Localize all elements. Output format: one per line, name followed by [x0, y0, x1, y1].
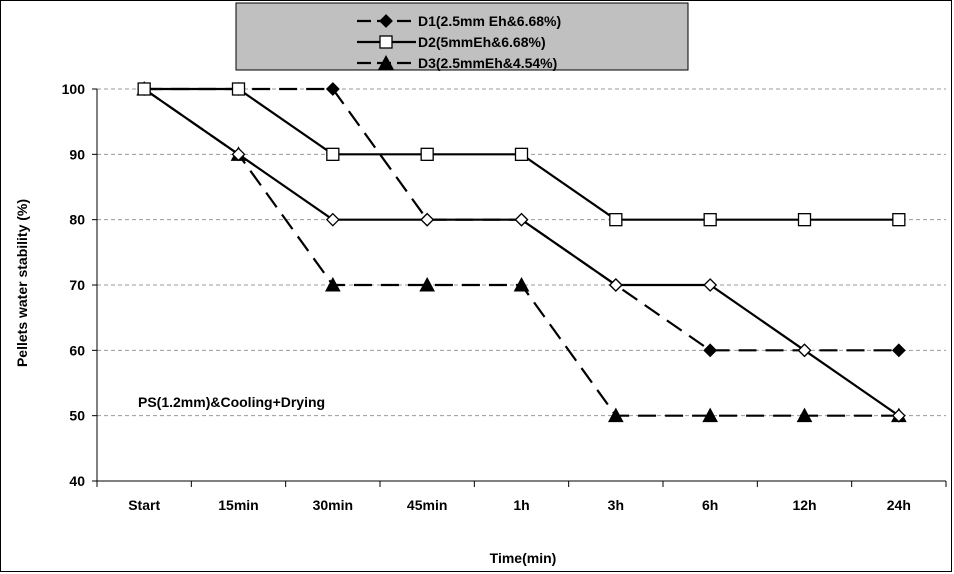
legend-marker: [379, 14, 393, 28]
legend-marker: [378, 54, 394, 70]
legend-box: [235, 2, 689, 71]
data-point: [797, 343, 812, 358]
data-point: [702, 407, 719, 423]
data-point: [231, 147, 246, 162]
series-line: [143, 88, 899, 417]
data-point: [609, 213, 623, 227]
x-tick-label: 30min: [313, 497, 353, 513]
y-tick-label: 50: [69, 408, 85, 424]
series-lines: [143, 87, 900, 417]
legend: D1(2.5mm Eh&6.68%) D2(5mmEh&6.68%) D3(2.5m…: [235, 2, 689, 71]
x-tick-label: 3h: [608, 497, 624, 513]
gridlines: [97, 88, 946, 417]
data-point: [325, 212, 340, 227]
data-point: [891, 343, 906, 358]
y-tick-label: 60: [69, 342, 85, 358]
legend-label: D2(5mmEh&6.68%): [418, 34, 546, 50]
series-markers: [136, 80, 907, 423]
x-tick-label: Start: [128, 497, 160, 513]
data-point: [796, 407, 813, 423]
x-tick-label: 12h: [792, 497, 816, 513]
data-point: [514, 147, 529, 161]
axes: [92, 88, 947, 487]
data-point: [420, 212, 435, 227]
y-tick-label: 100: [62, 81, 86, 97]
legend-marker: [379, 35, 393, 49]
data-point: [703, 343, 718, 358]
legend-label: D1(2.5mm Eh&6.68%): [418, 13, 561, 29]
data-point: [608, 278, 623, 292]
y-tick-label: 90: [69, 146, 85, 162]
y-tick-label: 40: [69, 473, 85, 489]
data-point: [231, 82, 246, 96]
y-axis-label: Pellets water stability (%): [14, 199, 30, 367]
data-point: [607, 407, 624, 423]
x-axis-label: Time(min): [490, 550, 557, 566]
data-point: [892, 213, 906, 227]
series-line: [143, 88, 900, 417]
x-tick-label: 45min: [407, 497, 447, 513]
data-point: [703, 213, 717, 227]
data-point: [420, 147, 434, 161]
data-point: [324, 276, 341, 292]
x-tick-label: 15min: [218, 497, 258, 513]
y-tick-labels: 40 50 60 70 80 90 100: [62, 81, 86, 489]
data-point: [419, 276, 436, 292]
y-tick-label: 80: [69, 212, 85, 228]
data-point: [703, 278, 718, 292]
x-tick-label: 6h: [702, 497, 718, 513]
y-tick-label: 70: [69, 277, 85, 293]
data-point: [514, 212, 529, 227]
legend-label: D3(2.5mmEh&4.54%): [418, 55, 557, 71]
x-tick-label: 1h: [513, 497, 529, 513]
x-tick-labels: Start 15min 30min 45min 1h 3h 6h 12h 24h: [128, 497, 911, 513]
data-point: [137, 82, 151, 96]
data-point: [891, 408, 906, 423]
chart-annotation: PS(1.2mm)&Cooling+Drying: [138, 394, 325, 410]
data-point: [325, 82, 340, 96]
data-point: [797, 213, 812, 227]
data-point: [326, 147, 340, 161]
x-tick-label: 24h: [887, 497, 911, 513]
data-point: [513, 276, 530, 292]
